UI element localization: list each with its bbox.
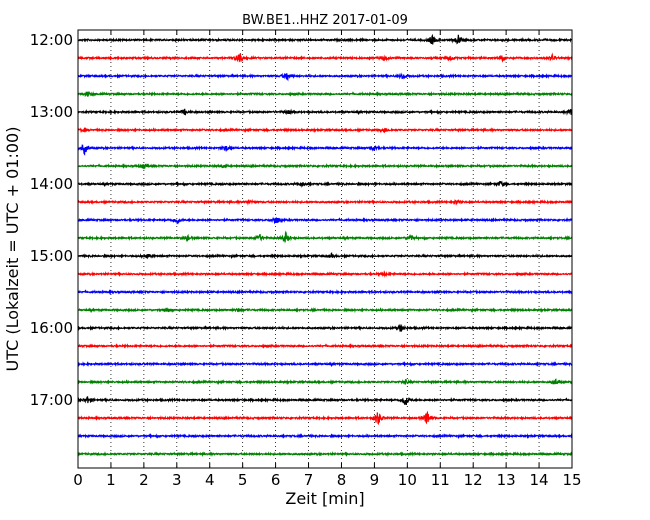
x-tick-label: 10 [398, 471, 417, 489]
chart-title: BW.BE1..HHZ 2017-01-09 [242, 13, 408, 28]
x-tick-label: 13 [497, 471, 516, 489]
plot-frame [77, 29, 573, 469]
trace-1400 [77, 180, 573, 188]
y-tick-label: 12:00 [30, 31, 73, 49]
trace-1315 [77, 127, 573, 134]
x-tick-label: 3 [172, 471, 182, 489]
trace-1300 [77, 108, 573, 116]
trace-1715 [77, 410, 573, 426]
y-tick-label: 13:00 [30, 103, 73, 121]
x-tick-label: 12 [464, 471, 483, 489]
y-axis-label: UTC (Lokalzeit = UTC + 01:00) [3, 127, 22, 372]
trace-1530 [77, 288, 573, 296]
y-tick-label: 15:00 [30, 247, 73, 265]
x-tick-label: 4 [205, 471, 215, 489]
y-tick-label: 16:00 [30, 319, 73, 337]
x-tick-label: 0 [73, 471, 83, 489]
traces [77, 33, 573, 458]
x-tick-label: 2 [139, 471, 149, 489]
trace-1600 [77, 323, 573, 332]
trace-1345 [77, 163, 573, 170]
trace-1730 [77, 433, 573, 440]
x-tick-label: 15 [562, 471, 581, 489]
trace-1615 [77, 342, 573, 349]
trace-1330 [77, 144, 573, 156]
x-tick-label: 14 [530, 471, 549, 489]
trace-1700 [77, 396, 573, 405]
x-axis-label: Zeit [min] [285, 489, 364, 508]
x-tick-label: 1 [106, 471, 116, 489]
trace-1430 [77, 216, 573, 225]
trace-1745 [77, 450, 573, 458]
y-tick-label: 14:00 [30, 175, 73, 193]
trace-1645 [77, 378, 573, 386]
trace-1445 [77, 230, 573, 243]
y-tick-label: 17:00 [30, 391, 73, 409]
trace-1500 [77, 252, 573, 260]
x-tick-label: 7 [304, 471, 314, 489]
trace-1545 [77, 306, 573, 314]
trace-1245 [77, 90, 573, 98]
trace-1215 [77, 52, 573, 63]
trace-1515 [77, 270, 573, 278]
x-tick-label: 11 [431, 471, 450, 489]
trace-1200 [77, 33, 573, 45]
trace-1415 [77, 198, 573, 206]
axis-ticks: 0 1 2 3 4 5 6 7 8 9 10 11 12 13 14 1512:0013:0014:0015:… [30, 30, 582, 489]
x-tick-label: 6 [271, 471, 281, 489]
x-tick-label: 5 [238, 471, 248, 489]
trace-1230 [77, 72, 573, 82]
trace-1630 [77, 360, 573, 368]
x-tick-label: 8 [337, 471, 347, 489]
x-tick-label: 9 [370, 471, 380, 489]
